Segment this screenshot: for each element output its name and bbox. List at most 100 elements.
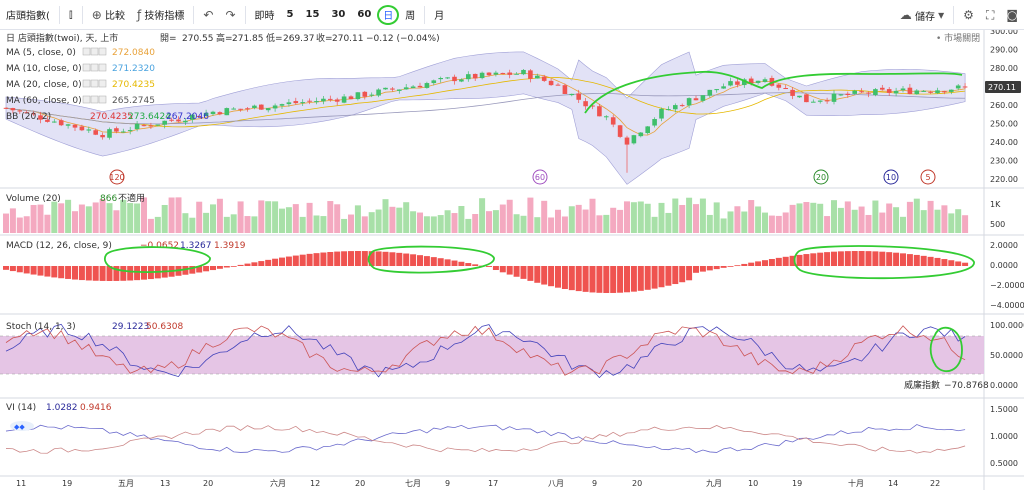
interval-day[interactable]: 日 [377,0,400,30]
stoch-legend: Stoch (14, 1, 3) 29.1223 50.6308 [6,322,183,332]
macd-bar [644,266,651,290]
legend-toggle-icon[interactable] [82,63,91,72]
macd-bar [223,266,230,268]
macd-bar [555,266,561,288]
macd-bar [299,254,306,266]
axis-tick-label: 230.00 [990,157,1018,166]
legend-toggle-icon[interactable] [98,63,107,72]
interval-5[interactable]: 5 [281,0,300,30]
axis-tick-label: 0.0000 [990,261,1018,270]
volume-bar [51,201,58,233]
legend-toggle-icon[interactable] [90,63,99,72]
candle-style-button[interactable]: ⫾ [63,0,79,30]
event-marker[interactable] [532,169,548,185]
legend-toggle-icon[interactable] [98,95,107,104]
candle-body [127,130,133,132]
legend-toggle-icon[interactable] [90,79,99,88]
volume-bar [72,211,78,233]
macd-bar [706,266,713,271]
compare-button[interactable]: ⊕ 比較 [86,0,131,30]
axis-tick-label: 1.0000 [990,432,1018,441]
candlesticks[interactable] [3,69,968,173]
williams-label: 威廉指數 [904,379,940,391]
volume-bar [134,203,141,233]
interval-week[interactable]: 周 [399,0,421,30]
candle-body [776,84,782,88]
settings-button[interactable]: ⚙ [957,0,980,30]
interval-month[interactable]: 月 [428,0,450,30]
axis-tick-label: 220.00 [990,175,1018,184]
macd-bar [237,264,244,266]
price-axis: 300.00290.00280.00270.00260.00250.00240.… [990,30,1018,184]
legend-toggle-icon[interactable] [90,47,99,56]
candle-body [659,108,664,119]
candle-body [652,119,657,126]
legend-toggle-icon[interactable] [82,95,91,104]
volume-bar [920,210,927,233]
legend-toggle-icon[interactable] [98,79,107,88]
candle-body [397,89,402,91]
macd-bar [85,266,92,281]
indicators-button[interactable]: ƒ 技術指標 [131,0,190,30]
volume-bar [396,207,403,233]
ma-legend-label: MA (10, close, 0) [6,64,82,74]
macd-bar [851,251,858,266]
volume-bar [755,206,762,233]
symbol-search[interactable]: 店頭指數( [0,0,56,30]
volume-bar [534,217,541,233]
candle-body [755,80,761,83]
event-marker[interactable] [813,169,829,185]
svg-text:29.1223: 29.1223 [112,322,149,332]
event-marker-label: 10 [886,173,896,182]
interval-15[interactable]: 15 [300,0,326,30]
volume-bar [161,204,168,233]
candle-body [100,134,105,138]
macd-bar [9,266,16,272]
candle-body [562,85,568,94]
event-markers: 120 60 20 10 5 [109,169,936,185]
volume-bar [713,202,720,233]
bollinger-band [5,51,966,185]
redo-button[interactable]: ↷ [219,0,241,30]
event-marker-label: 20 [816,173,826,182]
volume-bar [520,215,527,233]
candle-body [272,105,278,109]
volume-bar [327,201,334,233]
volume-bar [320,216,327,233]
legend-toggle-icon[interactable] [82,79,91,88]
interval-label: 30 [331,9,346,20]
fullscreen-button[interactable]: ⛶ [980,0,1000,30]
candle-body [472,73,478,79]
macd-bar [499,266,506,273]
candle-body [707,89,713,96]
macd-bar [78,266,85,281]
macd-bar [189,266,196,274]
volume-bar [734,206,741,233]
volume-bar [886,203,893,233]
event-marker-label: 120 [109,173,124,182]
event-marker[interactable] [883,169,899,185]
undo-button[interactable]: ↶ [197,0,219,30]
macd-bar [693,266,699,273]
time-tick-label: 14 [888,479,898,488]
candle-body [548,80,554,86]
volume-bar [748,200,755,233]
event-marker[interactable] [920,169,936,185]
save-button[interactable]: ☁ 儲存 ▾ [894,0,950,30]
macd-bar [292,255,299,266]
volume-bar [499,204,506,233]
legend-toggle-icon[interactable] [98,47,107,56]
legend-toggle-icon[interactable] [82,47,91,56]
snapshot-button[interactable]: ◙ [1000,0,1024,30]
volume-axis: 1K 500 [990,200,1005,229]
macd-bar [596,266,603,293]
event-marker[interactable] [109,169,125,185]
chart-area[interactable]: 日 店頭指數(twoi), 天, 上市 開= 270.55 高= 271.85 … [0,30,1024,490]
interval-30[interactable]: 30 [325,0,351,30]
candle-body [790,89,795,96]
time-tick-label: 六月 [270,478,286,488]
legend-toggle-icon[interactable] [90,95,99,104]
volume-bar [306,202,313,233]
interval-realtime[interactable]: 即時 [249,0,281,30]
interval-60[interactable]: 60 [351,0,377,30]
